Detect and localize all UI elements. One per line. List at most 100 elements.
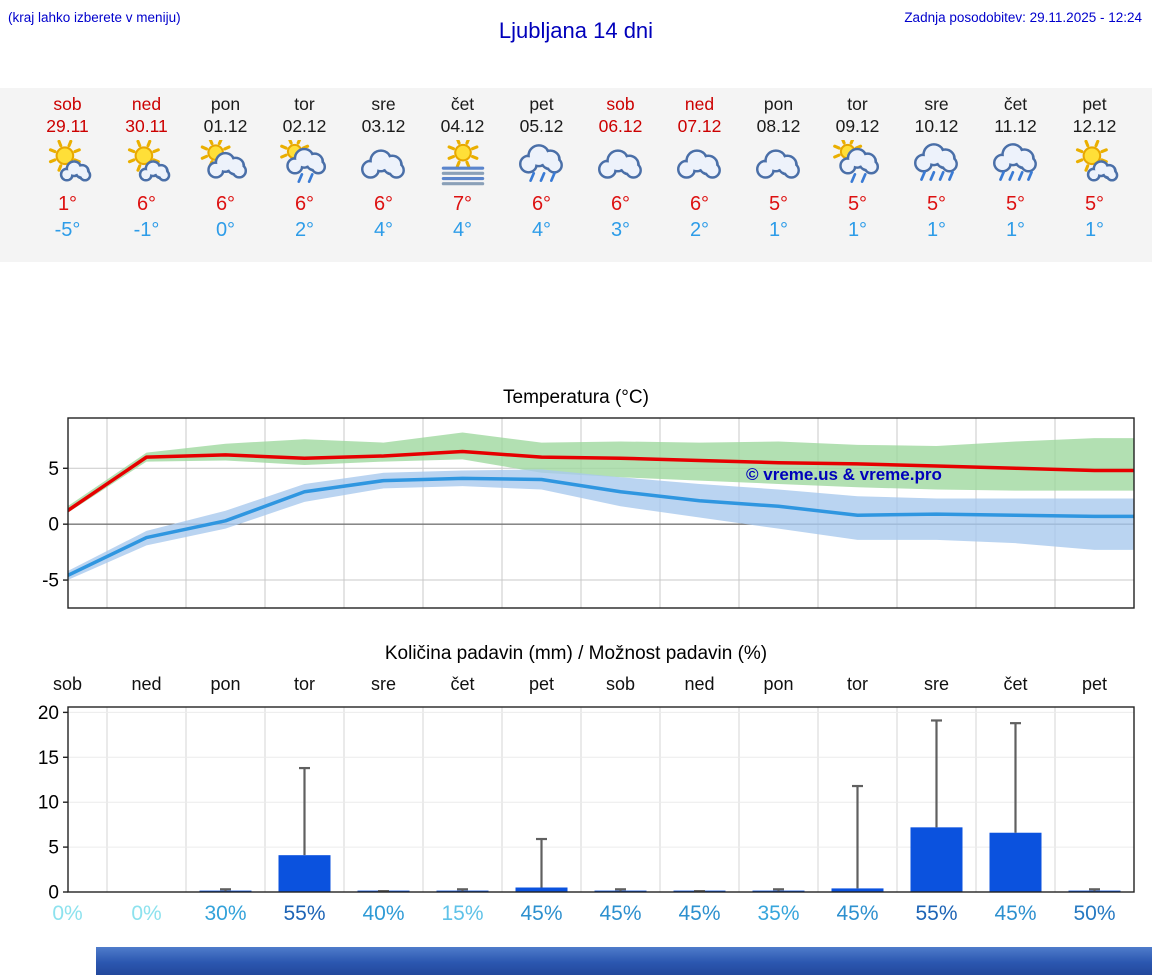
precip-day-label: sre	[923, 674, 949, 694]
day-name: ned	[684, 94, 715, 114]
day-date: 05.12	[519, 116, 564, 136]
svg-text:© vreme.us & vreme.pro: © vreme.us & vreme.pro	[746, 465, 942, 484]
day-column[interactable]: čet 04.12 7° 4°	[423, 88, 502, 262]
precip-day-label: ned	[131, 674, 162, 694]
precip-probability: 45%	[520, 902, 563, 925]
precip-probability: 0%	[131, 902, 162, 925]
day-column[interactable]: pon 01.12 6° 0°	[186, 88, 265, 262]
day-column[interactable]: sre 03.12 6° 4°	[344, 88, 423, 262]
temp-min: 1°	[926, 219, 947, 241]
day-column[interactable]: pet 12.12 5° 1°	[1055, 88, 1134, 262]
precipitation-day-labels: sob ned pon tor sre čet pet sob ned pon tor sre čet p…	[0, 674, 1152, 695]
temp-min: 2°	[294, 219, 315, 241]
day-date: 07.12	[677, 116, 722, 136]
day-date: 09.12	[835, 116, 880, 136]
page-title: Ljubljana 14 dni	[498, 18, 654, 43]
menu-hint: (kraj lahko izberete v meniju)	[8, 10, 181, 25]
day-column[interactable]: ned 30.11 6° -1°	[107, 88, 186, 262]
svg-text:0: 0	[48, 515, 59, 536]
day-date: 02.12	[282, 116, 327, 136]
day-name: pet	[1082, 94, 1107, 114]
temp-min: 3°	[610, 219, 631, 241]
day-date: 08.12	[756, 116, 801, 136]
svg-text:-5: -5	[42, 571, 59, 592]
weather-icon	[976, 140, 1055, 188]
temperature-chart: -5 0 5 © vreme.us & vreme.pro	[42, 417, 1135, 609]
precip-probability: 45%	[994, 902, 1037, 925]
day-column[interactable]: sob 06.12 6° 3°	[581, 88, 660, 262]
temp-min: 0°	[215, 219, 236, 241]
day-name: pon	[763, 94, 794, 114]
temp-min: 1°	[1084, 219, 1105, 241]
temp-max: 7°	[452, 193, 473, 215]
svg-text:15: 15	[38, 748, 59, 769]
last-updated: Zadnja posodobitev: 29.11.2025 - 12:24	[904, 10, 1142, 25]
precip-probability: 55%	[283, 902, 326, 925]
precip-probability: 30%	[204, 902, 247, 925]
precip-day-label: čet	[450, 674, 475, 694]
weather-icon	[897, 140, 976, 188]
precip-day-label: pet	[528, 674, 555, 694]
svg-text:20: 20	[38, 703, 59, 724]
day-name: pet	[529, 94, 554, 114]
day-name: ned	[131, 94, 162, 114]
day-name: tor	[847, 94, 868, 114]
day-column[interactable]: čet 11.12 5° 1°	[976, 88, 1055, 262]
day-column[interactable]: pet 05.12 6° 4°	[502, 88, 581, 262]
temp-max: 6°	[689, 193, 710, 215]
precip-day-label: pet	[1081, 674, 1108, 694]
precip-probability: 45%	[836, 902, 879, 925]
precip-day-label: pon	[763, 674, 794, 694]
precip-probability: 35%	[757, 902, 800, 925]
day-column[interactable]: ned 07.12 6° 2°	[660, 88, 739, 262]
svg-text:5: 5	[48, 459, 59, 480]
day-date: 10.12	[914, 116, 959, 136]
weather-icon	[344, 140, 423, 188]
day-date: 11.12	[994, 116, 1037, 136]
day-date: 04.12	[440, 116, 485, 136]
day-date: 01.12	[203, 116, 248, 136]
day-column[interactable]: pon 08.12 5° 1°	[739, 88, 818, 262]
precipitation-chart: 0 5 10 15 20	[38, 703, 1135, 900]
temp-min: 1°	[768, 219, 789, 241]
temp-max: 6°	[610, 193, 631, 215]
temp-min: 2°	[689, 219, 710, 241]
temp-max: 6°	[215, 193, 236, 215]
svg-text:0: 0	[48, 883, 59, 900]
weather-icon	[739, 140, 818, 188]
temp-max: 5°	[847, 193, 868, 215]
precip-day-label: ned	[684, 674, 715, 694]
day-column[interactable]: tor 02.12 6° 2°	[265, 88, 344, 262]
forecast-day-strip: sob 29.11 1° -5° ned 30.11 6° -1° pon 01…	[0, 88, 1152, 262]
day-name: čet	[1003, 94, 1028, 114]
day-column[interactable]: sre 10.12 5° 1°	[897, 88, 976, 262]
temp-max: 5°	[926, 193, 947, 215]
precip-probability: 55%	[915, 902, 958, 925]
temp-min: 4°	[373, 219, 394, 241]
precip-probability: 40%	[362, 902, 405, 925]
temp-max: 5°	[768, 193, 789, 215]
weather-icon	[28, 140, 107, 188]
precip-day-label: pon	[210, 674, 241, 694]
day-column[interactable]: sob 29.11 1° -5°	[28, 88, 107, 262]
weather-icon	[107, 140, 186, 188]
day-column[interactable]: tor 09.12 5° 1°	[818, 88, 897, 262]
temp-max: 6°	[373, 193, 394, 215]
precipitation-probability-row: 0% 0% 30% 55% 40% 15% 45% 45% 45% 35% 45% 55% 45% 50%	[0, 902, 1152, 926]
temp-max: 5°	[1005, 193, 1026, 215]
day-date: 12.12	[1072, 116, 1117, 136]
temp-min: -1°	[133, 219, 160, 241]
day-date: 30.11	[125, 116, 168, 136]
day-date: 06.12	[598, 116, 643, 136]
weather-icon	[818, 140, 897, 188]
precip-probability: 15%	[441, 902, 484, 925]
day-name: čet	[450, 94, 475, 114]
temp-min: 1°	[1005, 219, 1026, 241]
temperature-chart-title: Temperatura (°C)	[503, 387, 649, 408]
svg-text:10: 10	[38, 793, 59, 814]
weather-icon	[186, 140, 265, 188]
day-name: sre	[924, 94, 949, 114]
precip-day-label: sre	[370, 674, 396, 694]
temp-min: 1°	[847, 219, 868, 241]
